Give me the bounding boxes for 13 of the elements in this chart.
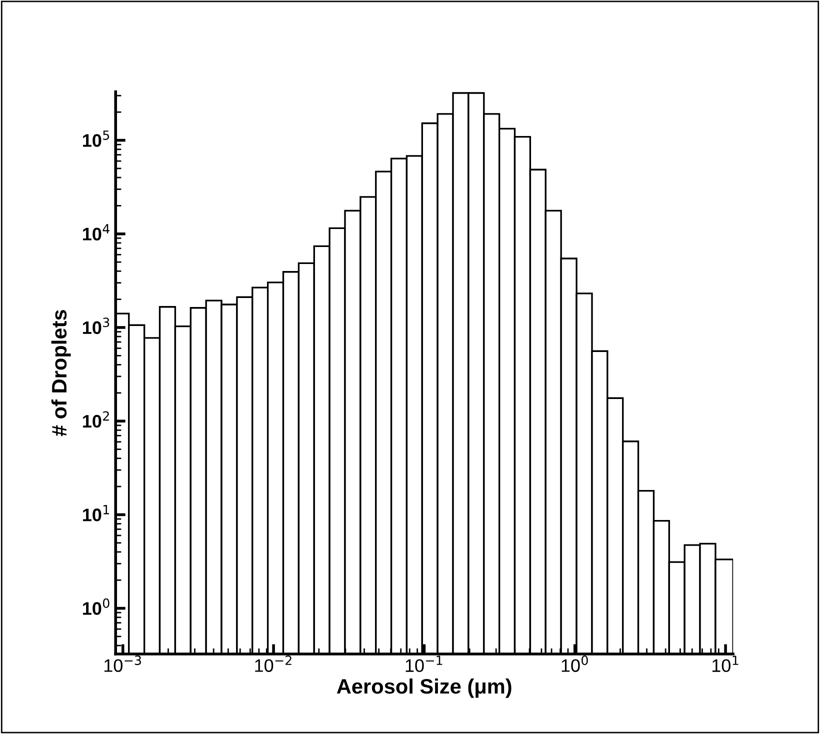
- x-tick-label: 10$^{−1}$: [406, 656, 442, 672]
- y-tick-label: 10$^{1}$: [83, 504, 109, 522]
- x-tick-label: 10$^{1}$: [712, 656, 738, 672]
- x-tick-label: 10$^{−2}$: [255, 656, 292, 672]
- x-tick-label: 10$^{0}$: [562, 656, 588, 672]
- x-axis-title: Aerosol Size (μm): [336, 678, 512, 698]
- y-tick-label: 10$^{4}$: [83, 224, 110, 240]
- y-tick-label: 10$^{5}$: [83, 130, 110, 147]
- y-tick-label: 10$^{3}$: [83, 318, 110, 334]
- y-axis-title: # of Droplets: [51, 310, 71, 436]
- y-tick-label: 10$^{2}$: [83, 411, 109, 428]
- x-tick-label: 10$^{−3}$: [104, 656, 141, 672]
- y-tick-label: 10$^{0}$: [83, 598, 110, 615]
